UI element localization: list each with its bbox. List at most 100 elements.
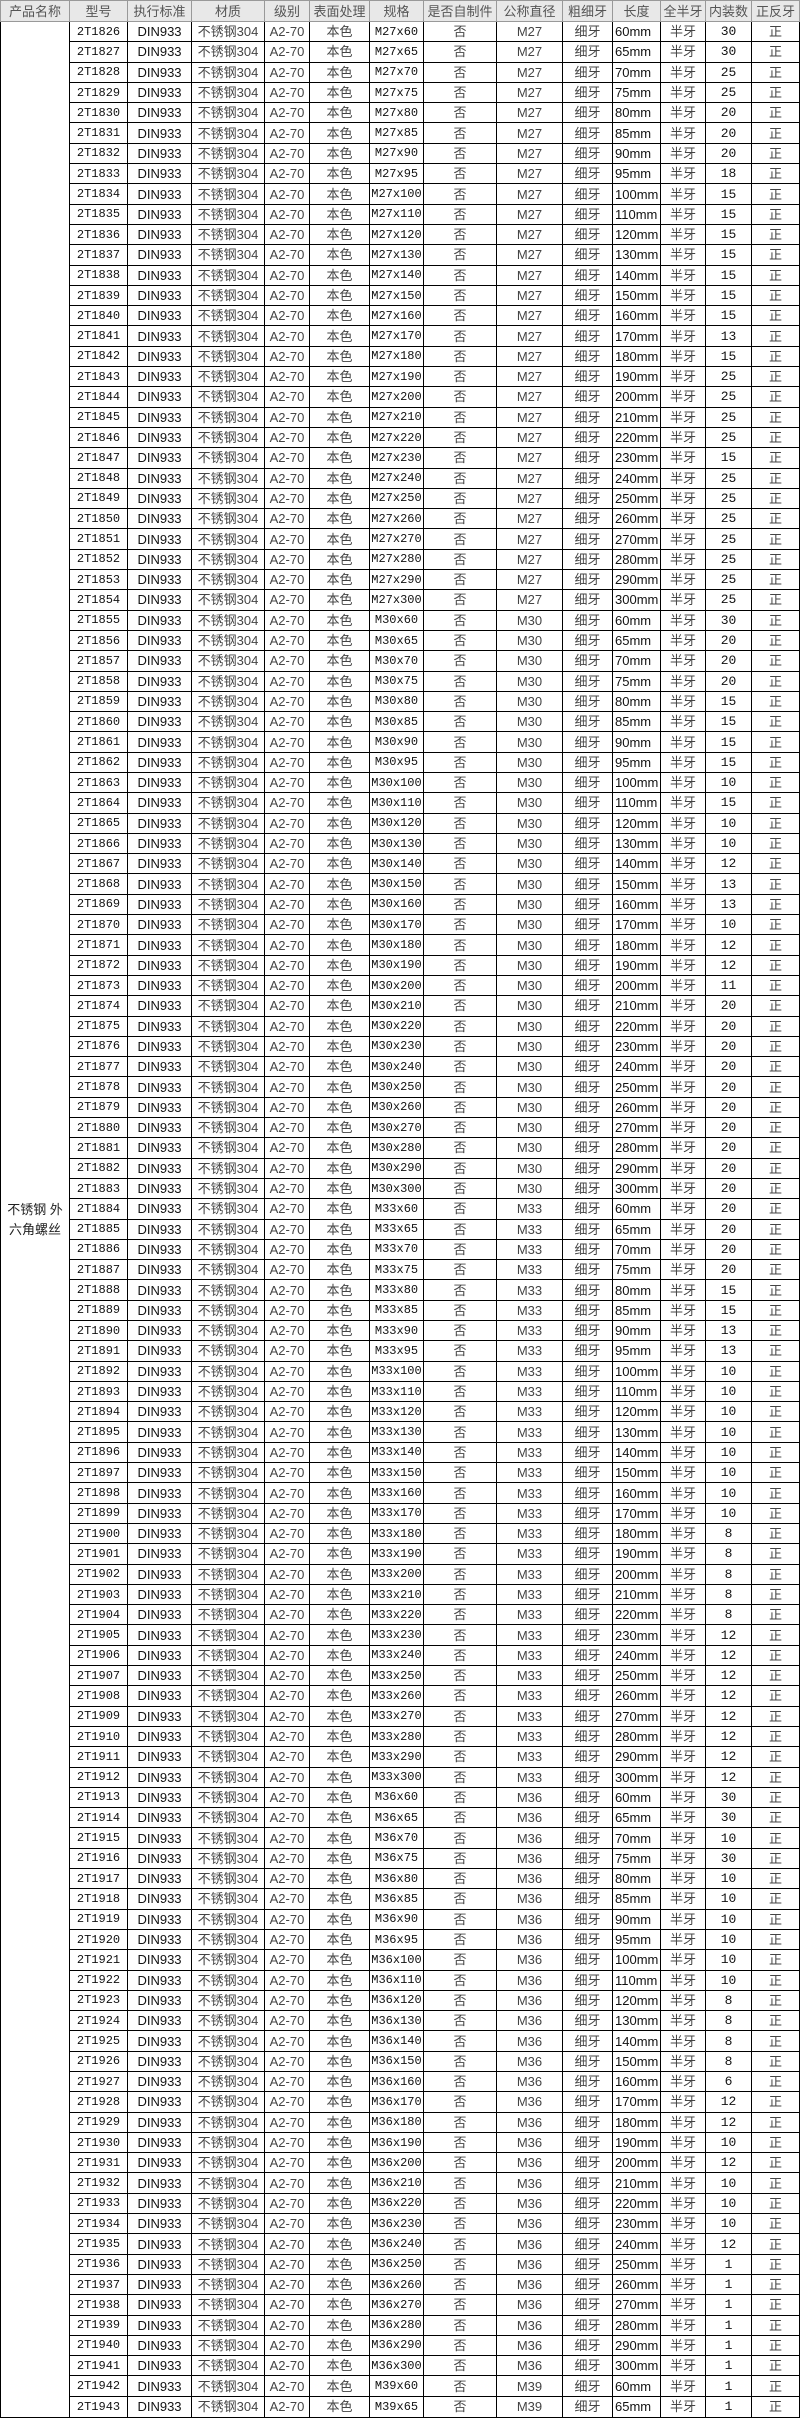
cell-standard: DIN933 [127,1644,192,1667]
cell-thread-direction: 正 [751,934,800,956]
cell-grade: A2-70 [264,1807,310,1829]
cell-standard: DIN933 [127,142,192,165]
cell-spec: M33x95 [369,1340,424,1362]
cell-self-made: 否 [423,1624,497,1646]
cell-thread-direction: 正 [751,2091,800,2113]
cell-spec: M30x60 [369,609,424,631]
cell-thread-pitch: 细牙 [562,1259,613,1281]
cell-model: 2T1926 [69,2050,128,2072]
cell-grade: A2-70 [264,1319,310,1342]
cell-model: 2T1850 [69,508,128,530]
cell-standard: DIN933 [127,1725,192,1748]
cell-spec: M30x80 [369,690,424,713]
cell-thread-pitch: 细牙 [562,2273,613,2296]
cell-thread-type: 半牙 [660,2273,706,2296]
cell-grade: A2-70 [264,122,310,144]
cell-material: 不锈钢304 [191,670,265,692]
cell-pack-quantity: 12 [705,2152,752,2174]
cell-thread-pitch: 细牙 [562,426,613,449]
cell-standard: DIN933 [127,305,192,327]
cell-model: 2T1879 [69,1096,128,1119]
cell-thread-type: 半牙 [660,264,706,286]
cell-thread-direction: 正 [751,325,800,347]
cell-material: 不锈钢304 [191,569,265,591]
cell-grade: A2-70 [264,2152,310,2174]
cell-model: 2T1887 [69,1259,128,1281]
cell-length: 240mm [612,467,661,489]
cell-length: 75mm [612,1259,661,1281]
cell-self-made: 否 [423,1380,497,1403]
cell-surface-treatment: 本色 [309,771,370,794]
cell-surface-treatment: 本色 [309,974,370,997]
cell-spec: M27x85 [369,122,424,144]
cell-thread-pitch: 细牙 [562,1908,613,1930]
cell-nominal-diameter: M27 [496,386,563,408]
table-row: 2T1854 DIN933 不锈钢304 A2-70 本色 M27x300 否 M27 细牙 30… [1,589,800,611]
cell-length: 220mm [612,1015,661,1037]
cell-thread-type: 半牙 [660,467,706,489]
cell-material: 不锈钢304 [191,1685,265,1707]
cell-self-made: 否 [423,1969,497,1991]
cell-thread-direction: 正 [751,1522,800,1545]
cell-nominal-diameter: M33 [496,1644,563,1667]
cell-model: 2T1931 [69,2152,128,2174]
cell-standard: DIN933 [127,2152,192,2174]
cell-material: 不锈钢304 [191,1401,265,1423]
cell-surface-treatment: 本色 [309,1218,370,1240]
cell-surface-treatment: 本色 [309,1807,370,1829]
cell-material: 不锈钢304 [191,771,265,794]
cell-self-made: 否 [423,2213,497,2235]
cell-length: 180mm [612,2111,661,2133]
cell-model: 2T1933 [69,2192,128,2215]
cell-pack-quantity: 25 [705,528,752,550]
cell-thread-direction: 正 [751,812,800,834]
cell-model: 2T1832 [69,142,128,165]
cell-pack-quantity: 20 [705,1137,752,1159]
cell-nominal-diameter: M33 [496,1624,563,1646]
cell-model: 2T1890 [69,1319,128,1342]
cell-nominal-diameter: M30 [496,812,563,834]
cell-nominal-diameter: M36 [496,2213,563,2235]
cell-thread-type: 半牙 [660,1421,706,1443]
cell-surface-treatment: 本色 [309,1705,370,1727]
cell-thread-pitch: 细牙 [562,589,613,611]
cell-material: 不锈钢304 [191,1786,265,1809]
cell-surface-treatment: 本色 [309,20,370,43]
cell-length: 90mm [612,731,661,753]
cell-standard: DIN933 [127,2253,192,2275]
table-row: 2T1879 DIN933 不锈钢304 A2-70 本色 M30x260 否 M30 细牙 26… [1,1096,800,1119]
cell-grade: A2-70 [264,345,310,368]
table-row: 2T1900 DIN933 不锈钢304 A2-70 本色 M33x180 否 M33 细牙 18… [1,1522,800,1545]
cell-self-made: 否 [423,1827,497,1849]
cell-pack-quantity: 20 [705,670,752,692]
cell-thread-pitch: 细牙 [562,914,613,936]
cell-length: 110mm [612,1380,661,1403]
cell-self-made: 否 [423,305,497,327]
cell-model: 2T1909 [69,1705,128,1727]
cell-thread-pitch: 细牙 [562,1949,613,1971]
cell-model: 2T1894 [69,1401,128,1423]
cell-model: 2T1827 [69,41,128,63]
cell-spec: M27x60 [369,20,424,43]
cell-thread-type: 半牙 [660,2131,706,2154]
cell-pack-quantity: 1 [705,2334,752,2357]
cell-standard: DIN933 [127,102,192,124]
cell-spec: M36x130 [369,2010,424,2032]
table-row: 2T1851 DIN933 不锈钢304 A2-70 本色 M27x270 否 M27 细牙 27… [1,528,800,550]
table-row: 2T1831 DIN933 不锈钢304 A2-70 本色 M27x85 否 M27 细牙 85m… [1,122,800,144]
cell-thread-pitch: 细牙 [562,1401,613,1423]
cell-thread-direction: 正 [751,467,800,489]
table-row: 2T1930 DIN933 不锈钢304 A2-70 本色 M36x190 否 M36 细牙 19… [1,2131,800,2154]
cell-spec: M27x160 [369,305,424,327]
cell-nominal-diameter: M30 [496,1056,563,1078]
cell-thread-type: 半牙 [660,548,706,571]
cell-pack-quantity: 10 [705,2192,752,2215]
cell-standard: DIN933 [127,1847,192,1870]
cell-material: 不锈钢304 [191,1340,265,1362]
cell-grade: A2-70 [264,629,310,652]
cell-length: 170mm [612,1502,661,1524]
table-row: 2T1868 DIN933 不锈钢304 A2-70 本色 M30x150 否 M30 细牙 15… [1,873,800,895]
cell-length: 230mm [612,1624,661,1646]
cell-length: 110mm [612,792,661,814]
cell-spec: M27x250 [369,487,424,510]
